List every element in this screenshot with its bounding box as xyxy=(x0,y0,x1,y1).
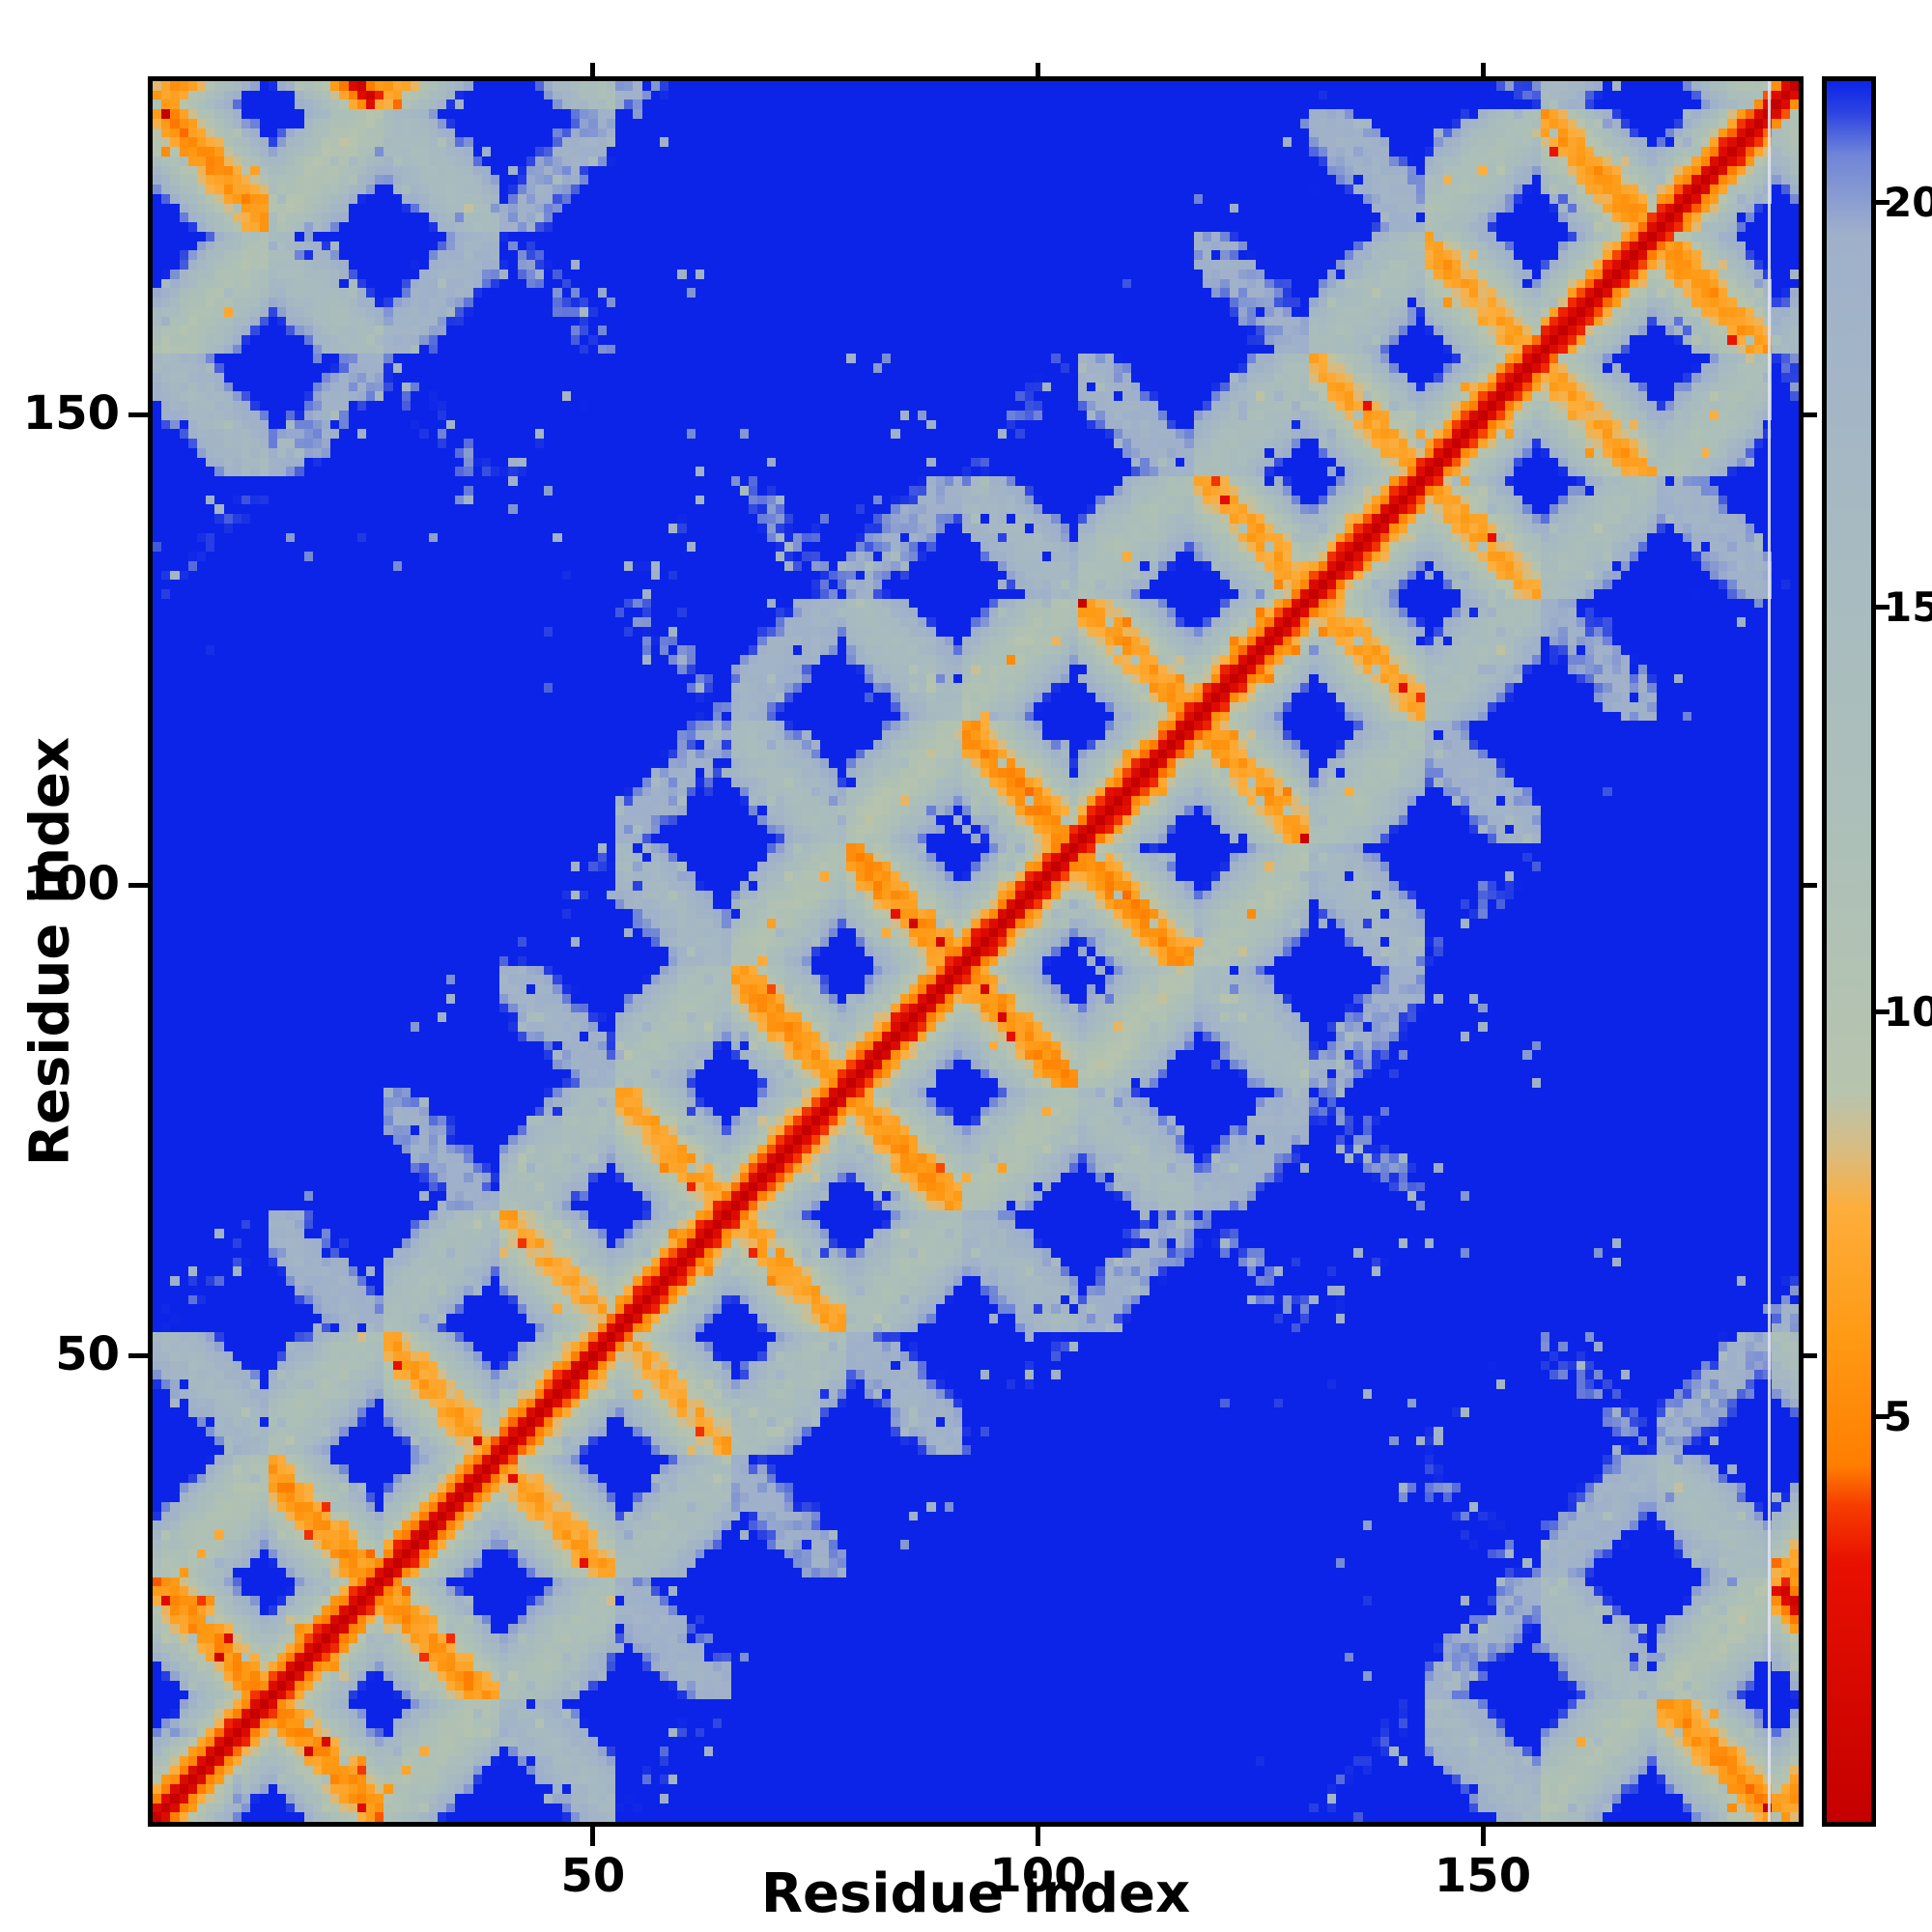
x-tick-mark-top xyxy=(590,63,596,76)
colorbar-tick-mark xyxy=(1876,200,1889,206)
colorbar-tick-mark xyxy=(1876,1009,1889,1015)
y-tick-mark xyxy=(128,883,148,889)
colorbar-tick-label: 15 xyxy=(1884,582,1932,631)
colorbar-tick-label: 10 xyxy=(1884,987,1932,1036)
x-tick-mark-top xyxy=(1035,63,1040,76)
y-axis-label: Residue index xyxy=(18,736,82,1167)
colorbar-tick-label: 5 xyxy=(1884,1392,1913,1440)
y-tick-mark xyxy=(128,412,148,418)
y-tick-mark-right xyxy=(1804,883,1817,889)
x-tick-mark xyxy=(1480,1827,1486,1846)
colorbar-tick-label: 20 xyxy=(1884,178,1932,226)
x-tick-label: 100 xyxy=(989,1849,1087,1903)
y-tick-label: 100 xyxy=(22,856,120,911)
y-tick-mark-right xyxy=(1804,412,1817,418)
x-tick-label: 150 xyxy=(1434,1849,1532,1903)
y-tick-label: 50 xyxy=(55,1326,120,1381)
colorbar-tick-mark xyxy=(1876,605,1889,611)
y-tick-label: 150 xyxy=(22,385,120,440)
x-tick-mark xyxy=(1035,1827,1040,1846)
x-tick-mark xyxy=(590,1827,596,1846)
distance-matrix-heatmap xyxy=(153,81,1799,1822)
colorbar-tick-mark xyxy=(1876,1414,1889,1420)
x-tick-label: 50 xyxy=(560,1849,626,1903)
colorbar xyxy=(1822,76,1876,1827)
y-tick-mark xyxy=(128,1353,148,1359)
y-tick-mark-right xyxy=(1804,1353,1817,1359)
colorbar-gradient xyxy=(1827,81,1871,1822)
x-axis-label: Residue index xyxy=(760,1862,1191,1925)
x-tick-mark-top xyxy=(1480,63,1486,76)
